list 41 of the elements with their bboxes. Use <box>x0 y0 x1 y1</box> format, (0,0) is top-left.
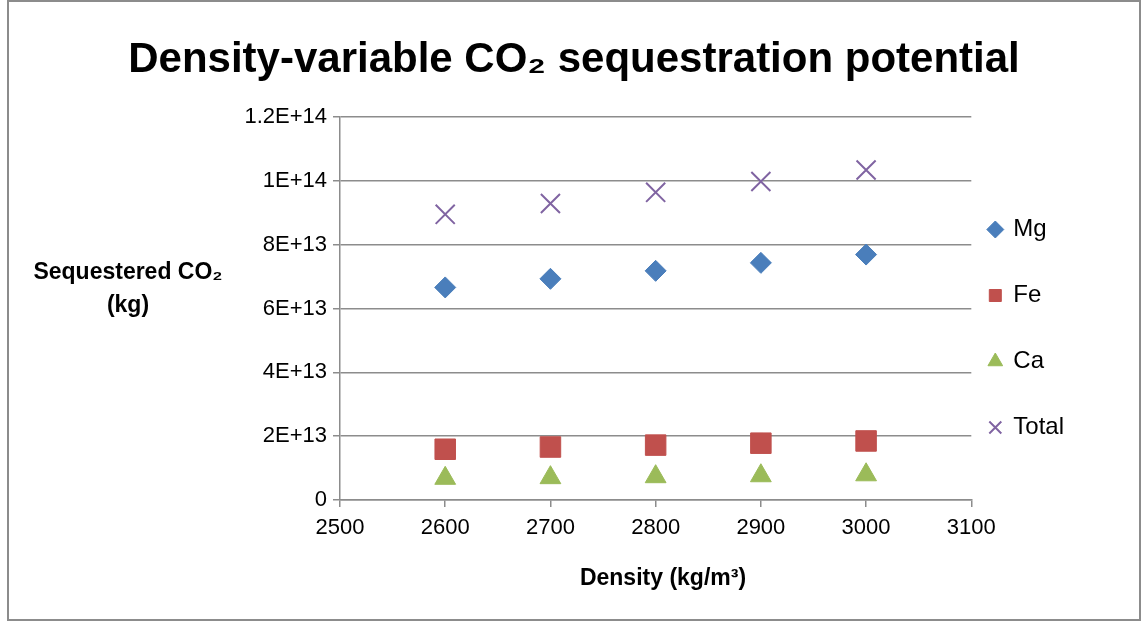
point <box>855 159 877 181</box>
point <box>434 438 456 461</box>
point <box>855 462 877 482</box>
point <box>749 463 772 483</box>
point <box>539 465 562 485</box>
x-tick-label: 2700 <box>525 514 575 540</box>
x-tick-label: 2600 <box>420 514 470 540</box>
legend-label: Mg <box>1013 214 1047 242</box>
point <box>644 434 667 456</box>
y-tick-label: 4E+13 <box>262 358 327 384</box>
x-axis-title: Density (kg/m³) <box>578 563 748 591</box>
y-tick-label: 1E+14 <box>262 166 327 192</box>
point <box>644 464 667 484</box>
x-tick-label: 2900 <box>736 514 786 540</box>
point <box>645 181 667 203</box>
point <box>749 251 772 274</box>
y-tick-label: 2E+13 <box>262 422 327 448</box>
y-tick-label: 8E+13 <box>262 230 327 256</box>
point <box>434 276 457 299</box>
point <box>539 267 562 290</box>
point <box>539 192 561 215</box>
point <box>539 436 562 458</box>
x-tick-label: 2500 <box>315 514 365 540</box>
y-tick-label: 6E+13 <box>262 294 327 320</box>
point <box>855 243 878 266</box>
x-tick-label: 2800 <box>631 514 681 540</box>
y-tick-label: 0 <box>314 486 327 512</box>
legend-label: Total <box>1013 412 1065 440</box>
x-tick-label: 3100 <box>946 514 996 540</box>
legend-label: Ca <box>1013 346 1045 374</box>
x-tick-label: 3000 <box>841 514 891 540</box>
point <box>434 465 457 485</box>
point <box>750 432 772 454</box>
point <box>855 430 877 452</box>
point <box>434 203 456 225</box>
point <box>750 170 772 193</box>
y-tick-label: 1.2E+14 <box>244 103 327 129</box>
y-axis-title: Sequestered CO₂ (kg) <box>32 257 224 319</box>
point <box>644 259 667 282</box>
legend-label: Fe <box>1013 280 1042 308</box>
chart-title: Density-variable CO₂ sequestration potential <box>127 33 1021 83</box>
